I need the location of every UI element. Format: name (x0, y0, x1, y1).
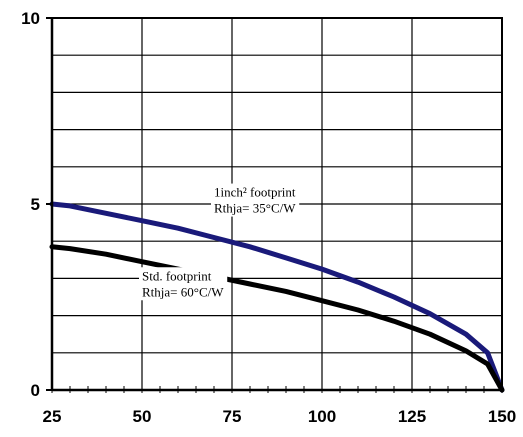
series-line-2 (49, 244, 505, 393)
y-tick-label: 0 (31, 381, 40, 400)
series-layer (49, 201, 505, 393)
grid (52, 18, 502, 390)
annotation-1inch-line1: 1inch² footprint (214, 185, 296, 200)
x-tick-label: 125 (398, 407, 426, 426)
annotation-1inch-background (211, 183, 300, 217)
x-tick-label: 75 (223, 407, 242, 426)
y-tick-label: 10 (21, 9, 40, 28)
annotation-std: Std. footprint Rthja= 60°C/W (139, 267, 228, 301)
series-line-1 (49, 201, 505, 393)
annotations: 1inch² footprint Rthja= 35°C/W Std. foot… (139, 183, 300, 301)
y-tick-label: 5 (31, 195, 40, 214)
x-tick-label: 25 (43, 407, 62, 426)
x-tick-label: 100 (308, 407, 336, 426)
annotation-1inch: 1inch² footprint Rthja= 35°C/W (211, 183, 300, 217)
annotation-std-background (139, 267, 228, 301)
annotation-std-line2: Rthja= 60°C/W (142, 284, 224, 299)
x-tick-label: 50 (133, 407, 152, 426)
y-tick-labels: 0 5 10 (21, 9, 40, 400)
x-tick-labels: 25 50 75 100 125 150 (43, 407, 517, 426)
x-tick-label: 150 (488, 407, 516, 426)
annotation-1inch-line2: Rthja= 35°C/W (214, 201, 296, 216)
annotation-std-line1: Std. footprint (142, 268, 212, 283)
axes (46, 17, 503, 392)
